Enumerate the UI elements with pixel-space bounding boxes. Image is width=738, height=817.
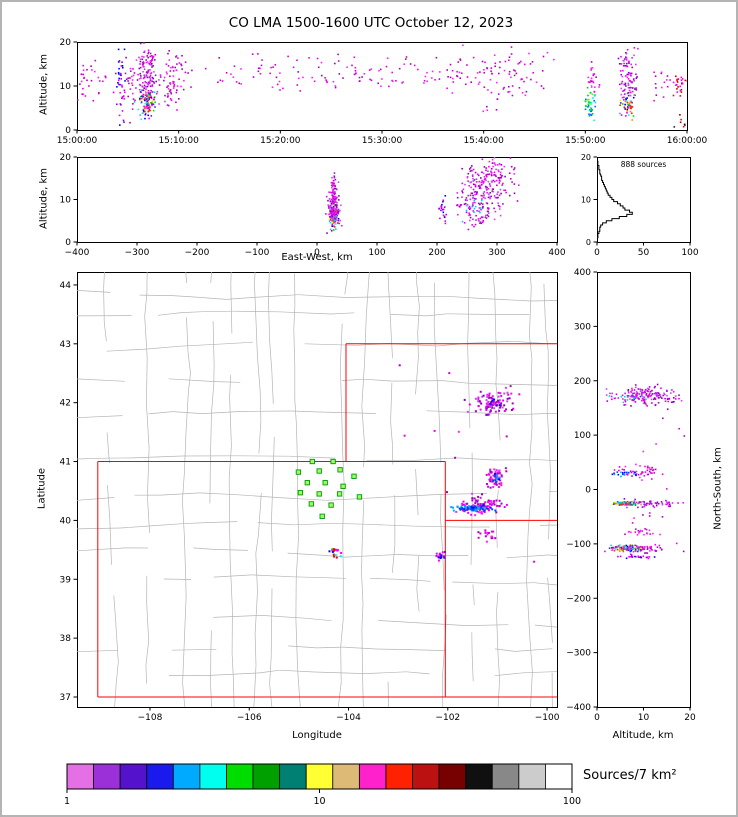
svg-text:100: 100	[368, 248, 385, 258]
time-height-frame	[77, 42, 688, 131]
svg-text:16:00:00: 16:00:00	[667, 136, 708, 146]
svg-text:37: 37	[60, 693, 71, 703]
svg-text:20: 20	[684, 713, 696, 723]
svg-text:15:00:00: 15:00:00	[57, 136, 98, 146]
map-source-points	[328, 364, 536, 563]
svg-text:15:10:00: 15:10:00	[158, 136, 199, 146]
svg-text:100: 100	[563, 796, 581, 807]
svg-text:40: 40	[60, 516, 72, 526]
svg-text:10: 10	[313, 796, 325, 807]
county-boundaries	[77, 272, 557, 707]
svg-text:300: 300	[488, 248, 505, 258]
svg-text:−300: −300	[125, 248, 150, 258]
svg-text:−102: −102	[435, 713, 460, 723]
svg-text:−100: −100	[245, 248, 270, 258]
svg-text:10: 10	[60, 196, 72, 206]
svg-text:−400: −400	[65, 248, 90, 258]
svg-text:300: 300	[574, 322, 591, 332]
map-ylabel: Latitude	[36, 467, 48, 510]
map-frame	[77, 272, 558, 708]
time-height-ylabel: Altitude, km	[38, 54, 50, 115]
svg-text:−300: −300	[566, 649, 591, 659]
svg-text:10: 10	[60, 82, 72, 92]
svg-text:20: 20	[581, 153, 591, 162]
figure-title: CO LMA 1500-1600 UTC October 12, 2023	[228, 15, 514, 31]
svg-text:50: 50	[638, 248, 650, 258]
colorbar: 1 10 100	[64, 763, 581, 807]
altitude-histogram-line	[597, 157, 633, 242]
svg-text:10: 10	[581, 196, 591, 205]
svg-text:10: 10	[638, 713, 650, 723]
north-south-xlabel: Altitude, km	[612, 730, 674, 741]
svg-text:20: 20	[60, 153, 72, 163]
svg-text:−200: −200	[566, 594, 591, 604]
east-west-points	[325, 157, 520, 234]
svg-text:400: 400	[574, 268, 591, 278]
svg-text:−100: −100	[535, 713, 560, 723]
state-borders	[97, 343, 557, 698]
north-south-points	[604, 383, 690, 560]
svg-text:0: 0	[594, 248, 600, 258]
svg-text:15:20:00: 15:20:00	[260, 136, 301, 146]
map-xlabel: Longitude	[292, 730, 342, 741]
north-south-ylabel: North-South, km	[712, 447, 724, 530]
svg-text:200: 200	[574, 377, 591, 387]
svg-text:44: 44	[60, 281, 72, 291]
north-south-frame	[597, 272, 691, 708]
east-west-xlabel: East-West, km	[281, 252, 353, 263]
svg-text:400: 400	[548, 248, 565, 258]
svg-text:15:50:00: 15:50:00	[565, 136, 606, 146]
svg-text:0: 0	[65, 238, 71, 248]
svg-text:42: 42	[60, 399, 71, 409]
svg-text:−200: −200	[185, 248, 210, 258]
histogram-sources-annotation: 888 sources	[620, 160, 667, 169]
svg-text:38: 38	[60, 634, 72, 644]
svg-text:−100: −100	[566, 540, 591, 550]
east-west-ylabel: Altitude, km	[38, 168, 50, 229]
svg-text:−104: −104	[336, 713, 361, 723]
svg-text:0: 0	[586, 238, 591, 247]
colorbar-label: Sources/7 km²	[583, 768, 677, 783]
svg-text:1: 1	[64, 796, 70, 807]
lma-station-markers	[295, 458, 363, 519]
svg-text:100: 100	[681, 248, 698, 258]
svg-text:41: 41	[60, 458, 71, 468]
svg-text:100: 100	[574, 431, 591, 441]
svg-text:43: 43	[60, 340, 71, 350]
svg-text:15:30:00: 15:30:00	[362, 136, 403, 146]
svg-text:15:40:00: 15:40:00	[463, 136, 504, 146]
svg-text:0: 0	[585, 486, 591, 496]
svg-text:0: 0	[594, 713, 600, 723]
svg-text:−400: −400	[566, 703, 591, 713]
svg-text:20: 20	[60, 38, 72, 48]
time-height-points	[77, 42, 687, 128]
svg-text:39: 39	[60, 575, 72, 585]
svg-text:−108: −108	[138, 713, 163, 723]
svg-text:0: 0	[65, 126, 71, 136]
svg-text:−106: −106	[237, 713, 262, 723]
svg-text:200: 200	[428, 248, 445, 258]
svg-text:0: 0	[314, 248, 320, 258]
